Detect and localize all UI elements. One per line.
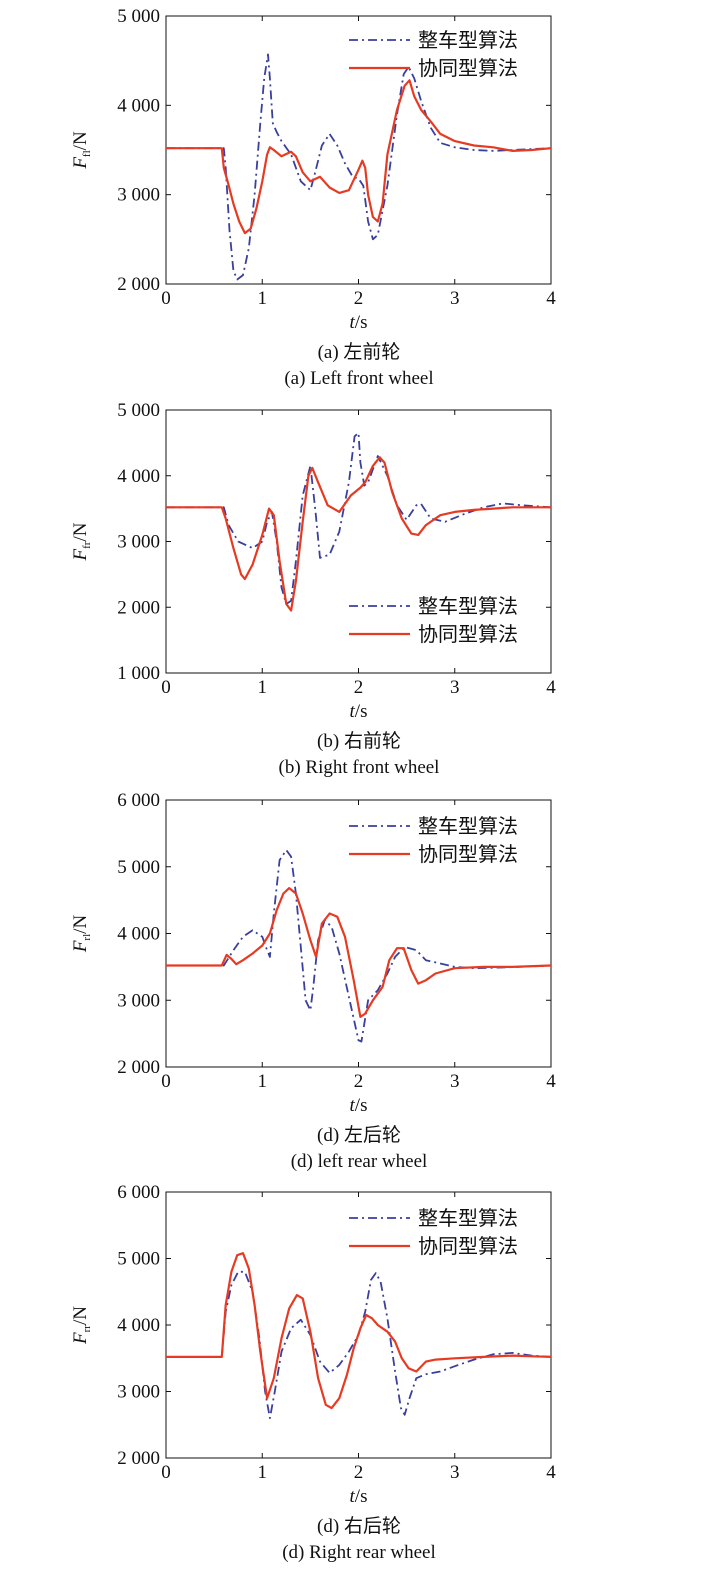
series-line-2 (166, 886, 551, 1019)
x-tick-label: 1 (258, 1462, 268, 1483)
y-tick-label: 4 000 (117, 466, 160, 487)
series-line-1 (166, 849, 551, 1043)
y-tick-label: 1 000 (117, 663, 160, 684)
y-axis-label: Ffl/N (70, 131, 93, 170)
caption-chinese: (b) 右前轮 (317, 730, 401, 752)
x-tick-label: 3 (450, 288, 460, 309)
y-tick-label: 6 000 (117, 1182, 160, 1203)
caption-english: (a) Left front wheel (284, 368, 433, 389)
series-line-1 (166, 432, 551, 605)
x-axis-label: t/s (350, 701, 368, 722)
legend-label: 协同型算法 (418, 623, 518, 646)
caption-english: (d) Right rear wheel (282, 1542, 436, 1563)
x-tick-label: 1 (258, 677, 268, 698)
x-tick-label: 0 (161, 288, 171, 309)
y-tick-label: 2 000 (117, 1448, 160, 1469)
y-tick-label: 3 000 (117, 1382, 160, 1403)
caption-chinese: (a) 左前轮 (318, 341, 401, 363)
x-tick-label: 0 (161, 677, 171, 698)
x-tick-label: 0 (161, 1462, 171, 1483)
series-line-2 (166, 79, 551, 235)
y-tick-label: 2 000 (117, 274, 160, 295)
y-tick-label: 5 000 (117, 1249, 160, 1270)
x-tick-label: 4 (546, 288, 556, 309)
x-tick-label: 2 (354, 677, 364, 698)
y-tick-label: 4 000 (117, 924, 160, 945)
chart-panel-1: 0 1 2 3 4 2 000 3 000 4 000 5 000 Ffl/N t/s (a) 左前轮… (70, 6, 556, 389)
x-tick-label: 1 (258, 288, 268, 309)
chart-panel-2: 0 1 2 3 4 1 000 2 000 3 000 4 000 5 000 Ffr/N t/s (b… (70, 400, 556, 778)
y-tick-label: 4 000 (117, 1315, 160, 1336)
legend-label: 整车型算法 (418, 1207, 518, 1230)
y-tick-label: 5 000 (117, 857, 160, 878)
chart-panel-3: 0 1 2 3 4 2 000 3 000 4 000 5 000 6 000 Frl/N t/s (d… (70, 790, 556, 1172)
x-tick-label: 4 (546, 1462, 556, 1483)
y-tick-label: 3 000 (117, 185, 160, 206)
legend-label: 协同型算法 (418, 843, 518, 866)
legend-label: 整车型算法 (418, 815, 518, 838)
y-tick-label: 5 000 (117, 400, 160, 421)
y-tick-label: 4 000 (117, 95, 160, 116)
series-line-2 (166, 456, 551, 612)
x-tick-label: 4 (546, 677, 556, 698)
caption-english: (d) left rear wheel (291, 1151, 428, 1172)
x-tick-label: 0 (161, 1071, 171, 1092)
y-axis-label: Frr/N (70, 1306, 93, 1345)
x-tick-label: 4 (546, 1071, 556, 1092)
x-tick-label: 2 (354, 1462, 364, 1483)
legend-label: 整车型算法 (418, 595, 518, 618)
caption-chinese: (d) 右后轮 (317, 1515, 401, 1537)
x-tick-label: 2 (354, 1071, 364, 1092)
caption-english: (b) Right front wheel (279, 757, 440, 778)
y-tick-label: 2 000 (117, 597, 160, 618)
chart-panel-4: 0 1 2 3 4 2 000 3 000 4 000 5 000 6 000 Frr/N t/s (d… (70, 1182, 556, 1563)
y-tick-label: 5 000 (117, 6, 160, 27)
x-tick-label: 2 (354, 288, 364, 309)
series-line-1 (166, 53, 551, 281)
y-tick-label: 3 000 (117, 532, 160, 553)
legend-label: 协同型算法 (418, 1235, 518, 1258)
y-tick-label: 2 000 (117, 1057, 160, 1078)
x-tick-label: 1 (258, 1071, 268, 1092)
x-tick-label: 3 (450, 677, 460, 698)
y-axis-label: Frl/N (70, 915, 93, 954)
legend-label: 协同型算法 (418, 57, 518, 80)
y-tick-label: 6 000 (117, 790, 160, 811)
y-tick-label: 3 000 (117, 990, 160, 1011)
x-axis-label: t/s (350, 1486, 368, 1507)
x-tick-label: 3 (450, 1462, 460, 1483)
legend-label: 整车型算法 (418, 29, 518, 52)
x-tick-label: 3 (450, 1071, 460, 1092)
x-axis-label: t/s (350, 1095, 368, 1116)
x-axis-label: t/s (350, 312, 368, 333)
caption-chinese: (d) 左后轮 (317, 1124, 401, 1146)
series-line-2 (166, 1252, 551, 1410)
plot-frame (165, 799, 552, 1068)
y-axis-label: Ffr/N (70, 522, 93, 561)
